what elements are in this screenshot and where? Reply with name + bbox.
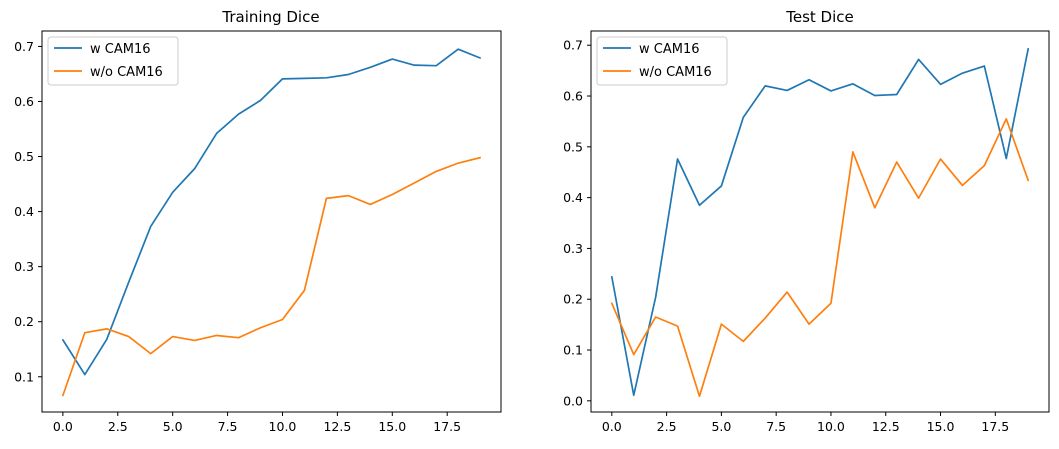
y-tick-label: 0.7 [14,39,34,54]
x-tick-label: 0.0 [53,419,73,434]
y-tick-label: 0.4 [14,204,34,219]
test-dice-chart: Test Dice 0.0 2.5 5.0 7.5 10.0 12.5 15.0 17.5 0.… [563,8,1050,434]
legend-label-wo-cam16: w/o CAM16 [639,65,712,80]
training-dice-chart: Training Dice 0.0 2.5 5.0 7.5 10.0 12.5 15.0 17… [14,8,502,434]
series-line-w-cam16 [62,48,481,376]
x-tick-label: 12.5 [872,419,900,434]
legend-label-w-cam16: w CAM16 [639,42,700,57]
x-tick-label: 10.0 [269,419,297,434]
y-tick-label: 0.3 [14,259,34,274]
series-line-w-o-cam16 [62,156,481,397]
y-tick-label: 0.0 [563,393,583,408]
x-tick-label: 7.5 [218,419,238,434]
chart-title: Test Dice [785,8,854,26]
x-tick-label: 2.5 [108,419,128,434]
x-tick-label: 7.5 [766,419,786,434]
y-tick-label: 0.6 [14,94,34,109]
x-tick-label: 10.0 [817,419,845,434]
legend-label-w-cam16: w CAM16 [90,42,151,57]
y-tick-label: 0.3 [563,241,583,256]
x-tick-label: 5.0 [711,419,731,434]
y-tick-label: 0.1 [563,343,583,358]
series-line-w-o-cam16 [610,118,1030,398]
x-tick-label: 2.5 [657,419,677,434]
x-tick-label: 0.0 [602,419,622,434]
x-tick-label: 15.0 [927,419,955,434]
x-tick-label: 17.5 [981,419,1009,434]
chart-title: Training Dice [221,8,319,26]
plot-frame [41,30,502,413]
y-tick-label: 0.1 [14,369,34,384]
y-tick-label: 0.5 [563,139,583,154]
legend: w CAM16 w/o CAM16 [596,36,728,86]
legend-box [47,36,179,86]
legend-label-wo-cam16: w/o CAM16 [90,65,163,80]
x-tick-label: 12.5 [323,419,351,434]
x-tick-label: 5.0 [163,419,183,434]
y-tick-label: 0.6 [563,89,583,104]
legend: w CAM16 w/o CAM16 [47,36,179,86]
y-tick-label: 0.7 [563,38,583,53]
y-tick-label: 0.2 [563,292,583,307]
x-tick-label: 15.0 [378,419,406,434]
y-tick-label: 0.5 [14,149,34,164]
series-line-w-cam16 [610,47,1030,397]
y-tick-label: 0.2 [14,314,34,329]
x-tick-label: 17.5 [433,419,461,434]
y-tick-label: 0.4 [563,190,583,205]
plot-frame [590,30,1050,413]
legend-box [596,36,728,86]
